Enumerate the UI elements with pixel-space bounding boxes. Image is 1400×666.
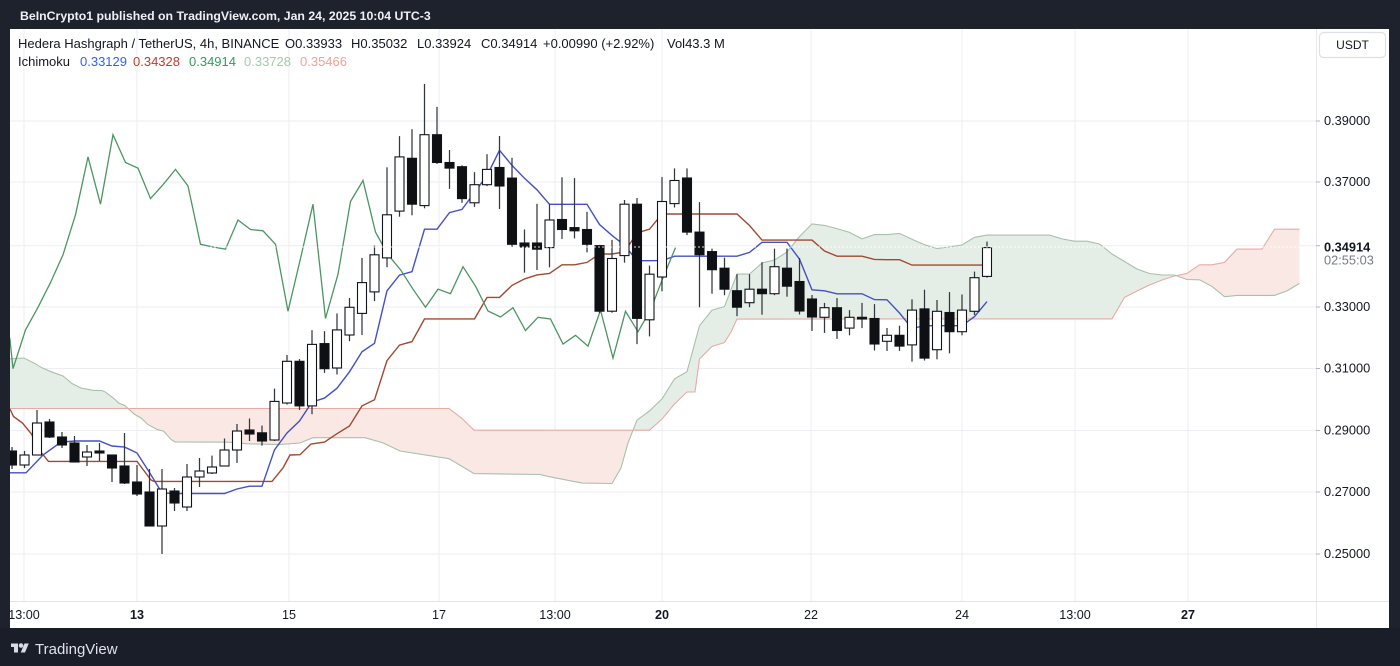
svg-text:TradingView: TradingView <box>35 641 118 658</box>
svg-text:0.33000: 0.33000 <box>1324 299 1370 314</box>
svg-text:C0.34914: C0.34914 <box>481 36 537 51</box>
svg-text:13:00: 13:00 <box>539 608 571 622</box>
svg-text:17: 17 <box>432 608 446 622</box>
svg-text:0.39000: 0.39000 <box>1324 113 1370 128</box>
svg-text:H0.35032: H0.35032 <box>351 36 407 51</box>
svg-text:24: 24 <box>955 608 969 622</box>
svg-text:Vol43.3 M: Vol43.3 M <box>667 36 725 51</box>
svg-text:0.34914: 0.34914 <box>189 54 236 69</box>
svg-text:L0.33924: L0.33924 <box>417 36 471 51</box>
svg-text:27: 27 <box>1181 608 1195 622</box>
svg-text:O0.33933: O0.33933 <box>285 36 342 51</box>
svg-text:0.25000: 0.25000 <box>1324 546 1370 561</box>
svg-text:0.27000: 0.27000 <box>1324 484 1370 499</box>
svg-text:13:00: 13:00 <box>8 608 40 622</box>
svg-text:0.33728: 0.33728 <box>244 54 291 69</box>
svg-text:0.34914: 0.34914 <box>1324 240 1371 255</box>
svg-text:02:55:03: 02:55:03 <box>1324 253 1374 268</box>
svg-text:+0.00990 (+2.92%): +0.00990 (+2.92%) <box>543 36 654 51</box>
svg-text:0.31000: 0.31000 <box>1324 361 1370 376</box>
svg-text:22: 22 <box>804 608 818 622</box>
svg-text:USDT: USDT <box>1336 38 1369 52</box>
svg-text:0.33129: 0.33129 <box>80 54 127 69</box>
svg-text:BeInCrypto1 published on Tradi: BeInCrypto1 published on TradingView.com… <box>20 9 431 23</box>
svg-text:13: 13 <box>130 608 144 622</box>
svg-text:0.37000: 0.37000 <box>1324 174 1370 189</box>
svg-text:20: 20 <box>655 608 669 622</box>
svg-text:Ichimoku: Ichimoku <box>18 54 70 69</box>
svg-text:15: 15 <box>282 608 296 622</box>
svg-text:Hedera Hashgraph / TetherUS, 4: Hedera Hashgraph / TetherUS, 4h, BINANCE <box>18 36 280 51</box>
svg-text:13:00: 13:00 <box>1059 608 1091 622</box>
svg-text:0.34328: 0.34328 <box>133 54 180 69</box>
svg-text:0.29000: 0.29000 <box>1324 423 1370 438</box>
svg-text:0.35466: 0.35466 <box>300 54 347 69</box>
